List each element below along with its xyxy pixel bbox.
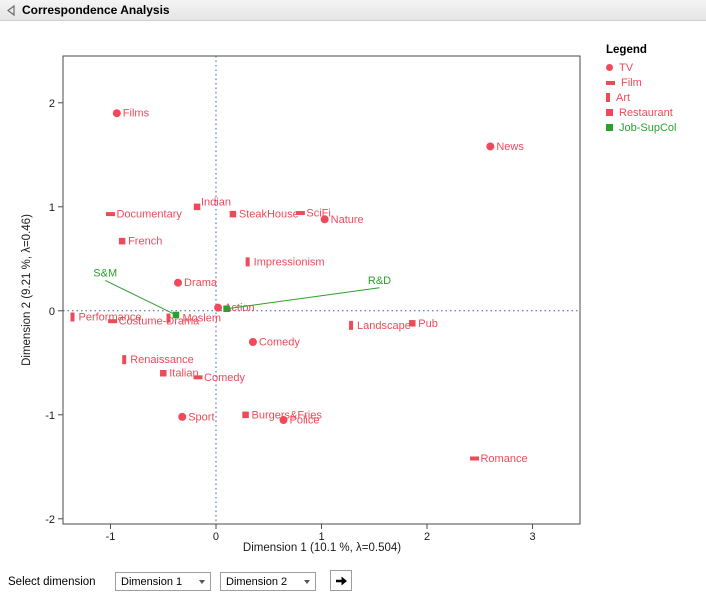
point-label-Comedy[interactable]: Comedy [259,337,300,349]
point-label-Action[interactable]: Action [224,302,255,314]
select-dimension-label: Select dimension [8,576,96,588]
point-Art-Moslem[interactable] [166,313,171,323]
dimension-1-value: Dimension 1 [121,575,183,588]
point-Art-Performance[interactable] [70,312,75,322]
hbar-marker-icon [606,80,615,85]
point-label-Romance[interactable]: Romance [480,453,527,465]
legend-items: TV Film Art Restaurant Job-SupCol [606,60,676,135]
point-Film-Comedy[interactable] [193,375,203,380]
legend: Legend TV Film Art Restaurant Job-SupCol [606,44,676,135]
point-Film-SciFi[interactable] [295,211,305,216]
point-label-R&D[interactable]: R&D [368,275,391,287]
legend-item-Job-SupCol[interactable]: Job-SupCol [606,120,676,135]
y-tick-label: 1 [49,202,55,214]
vbar-marker-icon [606,93,610,102]
plot-frame [62,55,581,525]
point-Art-Landscape[interactable] [349,320,354,330]
dimension-1-dropdown[interactable]: Dimension 1 [115,572,211,591]
point-TV-Police[interactable] [279,416,288,424]
dimension-2-value: Dimension 2 [226,575,288,588]
point-Restaurant-Pub[interactable] [409,320,416,327]
point-label-SciFi[interactable]: SciFi [306,208,330,220]
y-axis-label: Dimension 2 (9.21 %, λ=0.46) [21,214,33,366]
point-Job-SupCol-R&D[interactable] [223,305,230,313]
point-label-Comedy[interactable]: Comedy [204,372,245,384]
point-TV-Comedy[interactable] [248,338,257,346]
square-marker-icon [606,124,613,131]
point-label-Moslem[interactable]: Moslem [183,313,222,325]
legend-item-Art[interactable]: Art [606,90,676,105]
point-Restaurant-Italian[interactable] [160,370,167,377]
point-label-Landscape[interactable]: Landscape [357,320,411,332]
point-label-S&M[interactable]: S&M [93,267,117,279]
disclosure-triangle-icon[interactable] [5,4,17,17]
point-label-Police[interactable]: Police [290,415,320,427]
point-label-Nature[interactable]: Nature [331,214,364,226]
legend-item-label: Film [621,76,642,89]
point-TV-Drama[interactable] [174,278,183,287]
point-label-Italian[interactable]: Italian [169,368,198,380]
point-Restaurant-French[interactable] [118,237,126,245]
point-TV-News[interactable] [486,142,495,151]
point-label-Drama[interactable]: Drama [184,277,218,289]
point-label-News[interactable]: News [496,141,524,153]
point-Art-Impressionism[interactable] [245,257,250,267]
legend-item-TV[interactable]: TV [606,60,676,75]
point-Film-Romance[interactable] [469,456,479,461]
connector-line-S&M [104,280,177,316]
point-TV-Films[interactable] [112,109,121,118]
square-marker-icon [606,109,613,116]
x-tick-label: 1 [318,531,324,543]
point-TV-Action[interactable] [214,303,223,312]
point-Restaurant-Burgers&Fries[interactable] [242,411,249,419]
point-label-Pub[interactable]: Pub [418,318,438,330]
x-axis-label: Dimension 1 (10.1 %, λ=0.504) [242,542,402,554]
x-tick-label: 2 [424,531,430,543]
go-arrow-icon [336,576,347,585]
point-label-Sport[interactable]: Sport [188,411,214,423]
go-button[interactable] [330,570,352,591]
x-tick-label: 3 [529,531,535,543]
point-Job-SupCol-S&M[interactable] [172,311,180,319]
point-Restaurant-SteakHouse[interactable] [229,210,237,218]
point-Film-Documentary[interactable] [105,212,115,217]
point-Restaurant-Indian[interactable] [193,203,201,211]
point-Art-Renaissance[interactable] [122,355,127,365]
point-label-Renaissance[interactable]: Renaissance [130,354,194,366]
circle-marker-icon [606,64,613,71]
legend-item-label: Art [616,91,631,104]
report-title: Correspondence Analysis [22,3,170,17]
y-tick-label: -1 [45,410,55,422]
point-Film-Costume-Drama[interactable] [108,319,118,324]
connector-line-R&D [226,287,380,310]
legend-item-label: Job-SupCol [619,121,677,134]
legend-item-Restaurant[interactable]: Restaurant [606,105,676,120]
point-TV-Sport[interactable] [178,412,187,421]
point-label-Impressionism[interactable]: Impressionism [254,256,325,268]
y-tick-label: -2 [45,514,55,526]
legend-item-Film[interactable]: Film [606,75,676,90]
point-label-Burgers&Fries[interactable]: Burgers&Fries [252,409,323,421]
y-tick-label: 0 [49,306,55,318]
dimension-2-dropdown[interactable]: Dimension 2 [220,572,316,591]
x-tick-label: -1 [106,531,116,543]
point-label-Performance[interactable]: Performance [78,312,141,324]
legend-item-label: Restaurant [619,106,673,119]
report-header[interactable]: Correspondence Analysis [0,0,706,21]
x-tick-label: 0 [213,531,219,543]
point-label-Indian[interactable]: Indian [201,196,231,208]
point-TV-Nature[interactable] [320,215,329,224]
point-label-SteakHouse[interactable]: SteakHouse [239,209,299,221]
chevron-down-icon [304,579,310,584]
point-label-Films[interactable]: Films [123,108,150,120]
legend-item-label: TV [619,61,634,74]
chevron-down-icon [199,579,205,584]
legend-title: Legend [606,44,647,56]
y-tick-label: 2 [49,98,55,110]
point-label-French[interactable]: French [128,236,162,248]
point-label-Costume-Drama[interactable]: Costume-Drama [119,316,201,328]
point-label-Documentary[interactable]: Documentary [116,209,182,221]
